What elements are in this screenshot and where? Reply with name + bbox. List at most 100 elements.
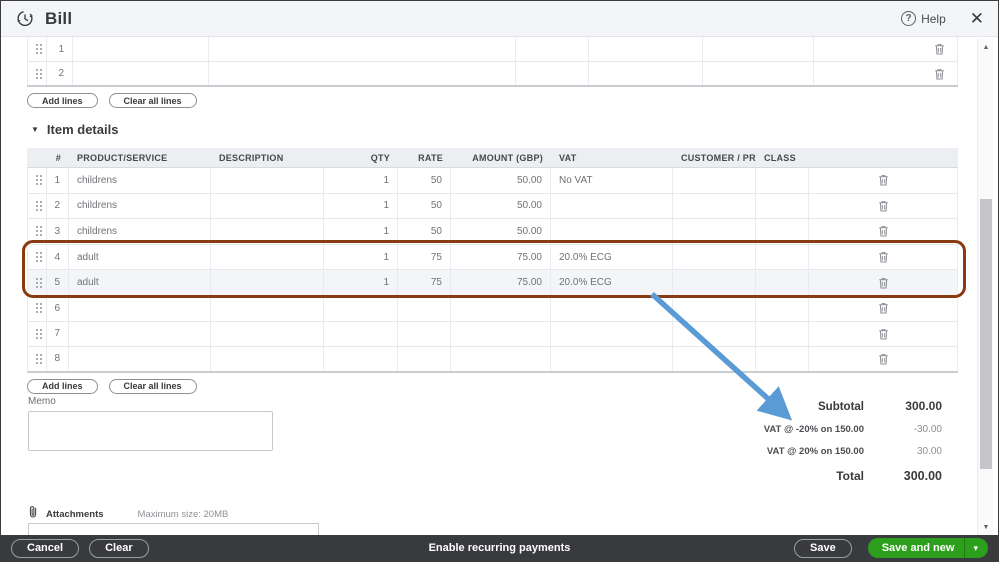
- class-cell[interactable]: [756, 193, 809, 219]
- delete-row-button[interactable]: [878, 251, 889, 263]
- rate-cell[interactable]: 50: [398, 193, 451, 219]
- description-cell[interactable]: [211, 347, 324, 371]
- amount-cell[interactable]: [451, 347, 551, 371]
- vat-cell[interactable]: 20.0% ECG: [551, 244, 673, 270]
- delete-row-button[interactable]: [878, 277, 889, 289]
- save-button[interactable]: Save: [794, 538, 852, 558]
- qty-cell[interactable]: [324, 321, 398, 347]
- qty-cell[interactable]: 1: [324, 168, 398, 193]
- product-service-cell[interactable]: adult: [69, 244, 211, 270]
- amount-cell[interactable]: [516, 37, 589, 61]
- vat-cell[interactable]: [551, 219, 673, 244]
- qty-cell[interactable]: 1: [324, 193, 398, 219]
- category-cell[interactable]: [73, 37, 209, 61]
- class-cell[interactable]: [756, 270, 809, 295]
- vat-cell[interactable]: [551, 347, 673, 371]
- delete-row-button[interactable]: [878, 200, 889, 212]
- product-service-cell[interactable]: [69, 321, 211, 347]
- add-lines-button[interactable]: Add lines: [27, 93, 98, 108]
- drag-handle[interactable]: [27, 62, 47, 85]
- memo-input[interactable]: [28, 411, 273, 451]
- customer-cell[interactable]: [703, 62, 814, 85]
- add-lines-button[interactable]: Add lines: [27, 378, 98, 394]
- drag-handle[interactable]: [27, 244, 47, 270]
- rate-cell[interactable]: 75: [398, 270, 451, 295]
- amount-cell[interactable]: 50.00: [451, 168, 551, 193]
- save-options-dropdown[interactable]: ▾: [964, 538, 988, 558]
- vat-cell[interactable]: [589, 37, 703, 61]
- amount-cell[interactable]: 75.00: [451, 270, 551, 295]
- class-cell[interactable]: [756, 168, 809, 193]
- rate-cell[interactable]: 50: [398, 219, 451, 244]
- drag-handle[interactable]: [27, 270, 47, 295]
- qty-cell[interactable]: 1: [324, 244, 398, 270]
- description-cell[interactable]: [211, 168, 324, 193]
- description-cell[interactable]: [211, 295, 324, 321]
- drag-handle[interactable]: [27, 295, 47, 321]
- vat-cell[interactable]: 20.0% ECG: [551, 270, 673, 295]
- customer-cell[interactable]: [673, 193, 756, 219]
- qty-cell[interactable]: 1: [324, 219, 398, 244]
- delete-row-button[interactable]: [878, 174, 889, 186]
- customer-cell[interactable]: [673, 347, 756, 371]
- drag-handle[interactable]: [27, 219, 47, 244]
- vat-cell[interactable]: [551, 321, 673, 347]
- rate-cell[interactable]: [398, 321, 451, 347]
- customer-cell[interactable]: [673, 219, 756, 244]
- delete-row-button[interactable]: [878, 328, 889, 340]
- delete-row-button[interactable]: [878, 353, 889, 365]
- vat-cell[interactable]: [551, 193, 673, 219]
- close-icon[interactable]: ✕: [969, 9, 984, 28]
- description-cell[interactable]: [209, 62, 516, 85]
- class-cell[interactable]: [756, 347, 809, 371]
- amount-cell[interactable]: [516, 62, 589, 85]
- class-cell[interactable]: [756, 219, 809, 244]
- product-service-cell[interactable]: childrens: [69, 168, 211, 193]
- customer-cell[interactable]: [673, 244, 756, 270]
- drag-handle[interactable]: [27, 37, 47, 61]
- scroll-up-arrow-icon[interactable]: ▲: [982, 43, 990, 51]
- delete-row-button[interactable]: [934, 43, 945, 55]
- amount-cell[interactable]: 50.00: [451, 193, 551, 219]
- attachments-label[interactable]: Attachments: [46, 509, 104, 520]
- vertical-scrollbar[interactable]: ▲ ▼: [977, 39, 993, 535]
- delete-row-button[interactable]: [878, 225, 889, 237]
- class-cell[interactable]: [756, 321, 809, 347]
- delete-row-button[interactable]: [878, 302, 889, 314]
- drag-handle[interactable]: [27, 168, 47, 193]
- amount-cell[interactable]: [451, 321, 551, 347]
- scroll-down-arrow-icon[interactable]: ▼: [982, 523, 990, 531]
- customer-cell[interactable]: [673, 168, 756, 193]
- scrollbar-thumb[interactable]: [980, 199, 992, 469]
- product-service-cell[interactable]: childrens: [69, 219, 211, 244]
- product-service-cell[interactable]: adult: [69, 270, 211, 295]
- drag-handle[interactable]: [27, 347, 47, 371]
- cancel-button[interactable]: Cancel: [11, 538, 80, 558]
- class-cell[interactable]: [756, 295, 809, 321]
- amount-cell[interactable]: 75.00: [451, 244, 551, 270]
- product-service-cell[interactable]: childrens: [69, 193, 211, 219]
- item-details-section-toggle[interactable]: ▼ Item details: [31, 122, 998, 137]
- rate-cell[interactable]: 75: [398, 244, 451, 270]
- vat-cell[interactable]: No VAT: [551, 168, 673, 193]
- drag-handle[interactable]: [27, 193, 47, 219]
- description-cell[interactable]: [211, 193, 324, 219]
- rate-cell[interactable]: [398, 347, 451, 371]
- help-button[interactable]: ? Help: [901, 11, 946, 26]
- description-cell[interactable]: [211, 244, 324, 270]
- qty-cell[interactable]: 1: [324, 270, 398, 295]
- description-cell[interactable]: [211, 219, 324, 244]
- customer-cell[interactable]: [673, 295, 756, 321]
- description-cell[interactable]: [211, 270, 324, 295]
- rate-cell[interactable]: 50: [398, 168, 451, 193]
- qty-cell[interactable]: [324, 347, 398, 371]
- description-cell[interactable]: [209, 37, 516, 61]
- description-cell[interactable]: [211, 321, 324, 347]
- class-cell[interactable]: [756, 244, 809, 270]
- category-cell[interactable]: [73, 62, 209, 85]
- vat-cell[interactable]: [551, 295, 673, 321]
- product-service-cell[interactable]: [69, 347, 211, 371]
- customer-cell[interactable]: [673, 270, 756, 295]
- customer-cell[interactable]: [703, 37, 814, 61]
- save-and-new-button[interactable]: Save and new ▾: [867, 538, 988, 558]
